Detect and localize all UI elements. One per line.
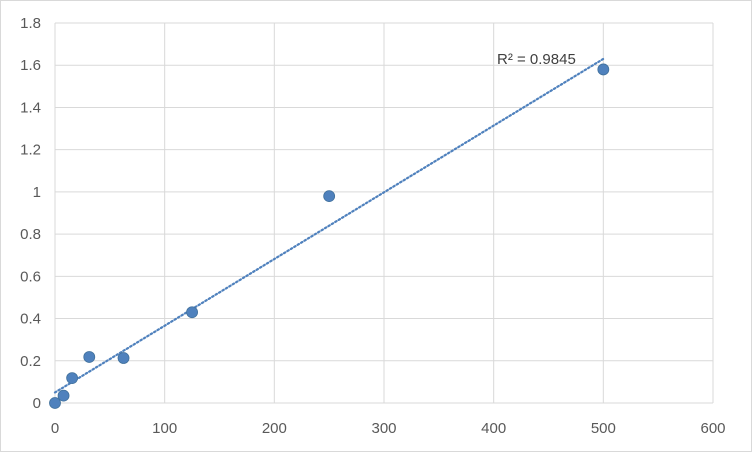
- trendline: [53, 57, 605, 394]
- data-points: [49, 63, 610, 409]
- y-tick-label: 1.2: [20, 142, 41, 159]
- data-point: [57, 389, 70, 402]
- x-tick-label: 600: [700, 420, 725, 437]
- y-tick-label: 0.8: [20, 226, 41, 243]
- r-squared-annotation: R² = 0.9845: [497, 51, 576, 68]
- data-point: [186, 306, 198, 319]
- tick-labels: 0 0.2 0.4 0.6 0.8 1 1.2 1.4 1.6 1.8 0 100 200 300 400 5…: [20, 15, 725, 437]
- x-tick-label: 300: [371, 420, 396, 437]
- data-point: [597, 63, 610, 76]
- y-tick-label: 1.4: [20, 99, 41, 116]
- trendline-layer: [53, 57, 605, 394]
- data-point: [66, 372, 79, 384]
- y-tick-label: 0.4: [20, 311, 41, 328]
- data-point: [117, 352, 130, 364]
- grid-lines: [54, 22, 714, 404]
- data-point: [49, 397, 61, 409]
- x-tick-label: 0: [51, 420, 59, 437]
- y-tick-label: 1.6: [20, 57, 41, 74]
- y-tick-label: 1.8: [20, 15, 41, 32]
- y-tick-label: 0: [33, 395, 41, 412]
- y-tick-label: 0.2: [20, 353, 41, 370]
- x-tick-label: 200: [262, 420, 287, 437]
- x-tick-label: 500: [591, 420, 616, 437]
- x-tick-label: 100: [152, 420, 177, 437]
- x-tick-label: 400: [481, 420, 506, 437]
- y-tick-label: 1: [33, 184, 41, 201]
- y-tick-label: 0.6: [20, 268, 41, 285]
- data-point: [83, 351, 96, 363]
- data-point: [323, 190, 336, 203]
